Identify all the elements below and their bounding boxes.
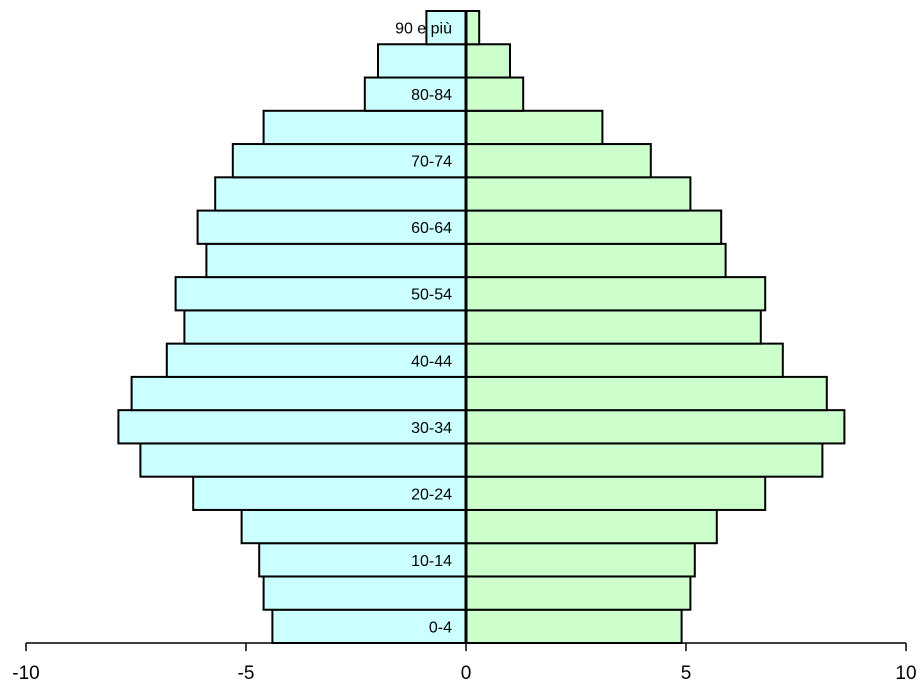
bar-left-55-59 — [205, 242, 467, 279]
bar-right-65-69 — [465, 176, 692, 212]
category-label: 70-74 — [411, 154, 452, 171]
bar-right-55-59 — [465, 242, 727, 279]
category-label: 50-54 — [411, 287, 452, 304]
bar-right-5-9 — [465, 575, 692, 611]
bar-right-90-e-più — [465, 10, 481, 46]
bar-right-30-34 — [465, 409, 846, 445]
bar-right-60-64 — [465, 209, 723, 245]
bar-right-25-29 — [465, 442, 824, 478]
bar-left-35-39 — [130, 375, 467, 412]
bar-right-75-79 — [465, 109, 604, 146]
bar-left-25-29 — [139, 442, 467, 478]
x-tick-label: 5 — [681, 663, 692, 684]
bar-left-65-69 — [214, 176, 467, 212]
left-series-bars — [117, 10, 468, 644]
category-label: 10-14 — [411, 553, 452, 570]
bar-left-85-89 — [377, 43, 467, 79]
category-label: 30-34 — [411, 420, 452, 437]
bar-right-0-4 — [465, 608, 683, 644]
bar-right-35-39 — [465, 375, 828, 412]
bar-right-45-49 — [465, 309, 762, 345]
bar-right-20-24 — [465, 475, 767, 511]
bar-left-0-4 — [271, 608, 467, 644]
bar-left-70-74 — [231, 143, 467, 179]
category-label: 90 e più — [395, 21, 452, 38]
bar-left-10-14 — [258, 542, 468, 578]
category-label: 80-84 — [411, 87, 452, 104]
bar-right-15-19 — [465, 508, 718, 545]
x-tick-label: -5 — [238, 663, 255, 684]
x-axis: -10 -5 0 5 10 — [12, 642, 917, 684]
right-series-bars — [465, 10, 846, 644]
bar-left-50-54 — [174, 276, 467, 312]
bar-right-85-89 — [465, 43, 511, 79]
bar-right-10-14 — [465, 542, 696, 578]
bar-left-15-19 — [240, 508, 467, 545]
bar-left-60-64 — [196, 209, 467, 245]
x-tick-label: 0 — [461, 663, 472, 684]
bar-left-45-49 — [183, 309, 467, 345]
bar-right-70-74 — [465, 143, 652, 179]
bar-right-50-54 — [465, 276, 767, 312]
category-label: 20-24 — [411, 486, 452, 503]
bar-left-75-79 — [262, 109, 467, 146]
category-label: 0-4 — [429, 619, 452, 636]
x-tick-label: -10 — [12, 663, 39, 684]
bar-left-40-44 — [165, 342, 468, 378]
bar-right-80-84 — [465, 76, 525, 112]
bar-left-80-84 — [363, 76, 467, 112]
bar-left-90-e-più — [425, 10, 467, 46]
category-labels: 0-4 10-14 20-24 30-34 40-44 50-54 60-64 70-74 80… — [395, 21, 452, 637]
category-label: 40-44 — [411, 353, 452, 370]
bar-right-40-44 — [465, 342, 784, 378]
category-label: 60-64 — [411, 220, 452, 237]
bar-left-5-9 — [262, 575, 467, 611]
x-tick-label: 10 — [895, 663, 916, 684]
